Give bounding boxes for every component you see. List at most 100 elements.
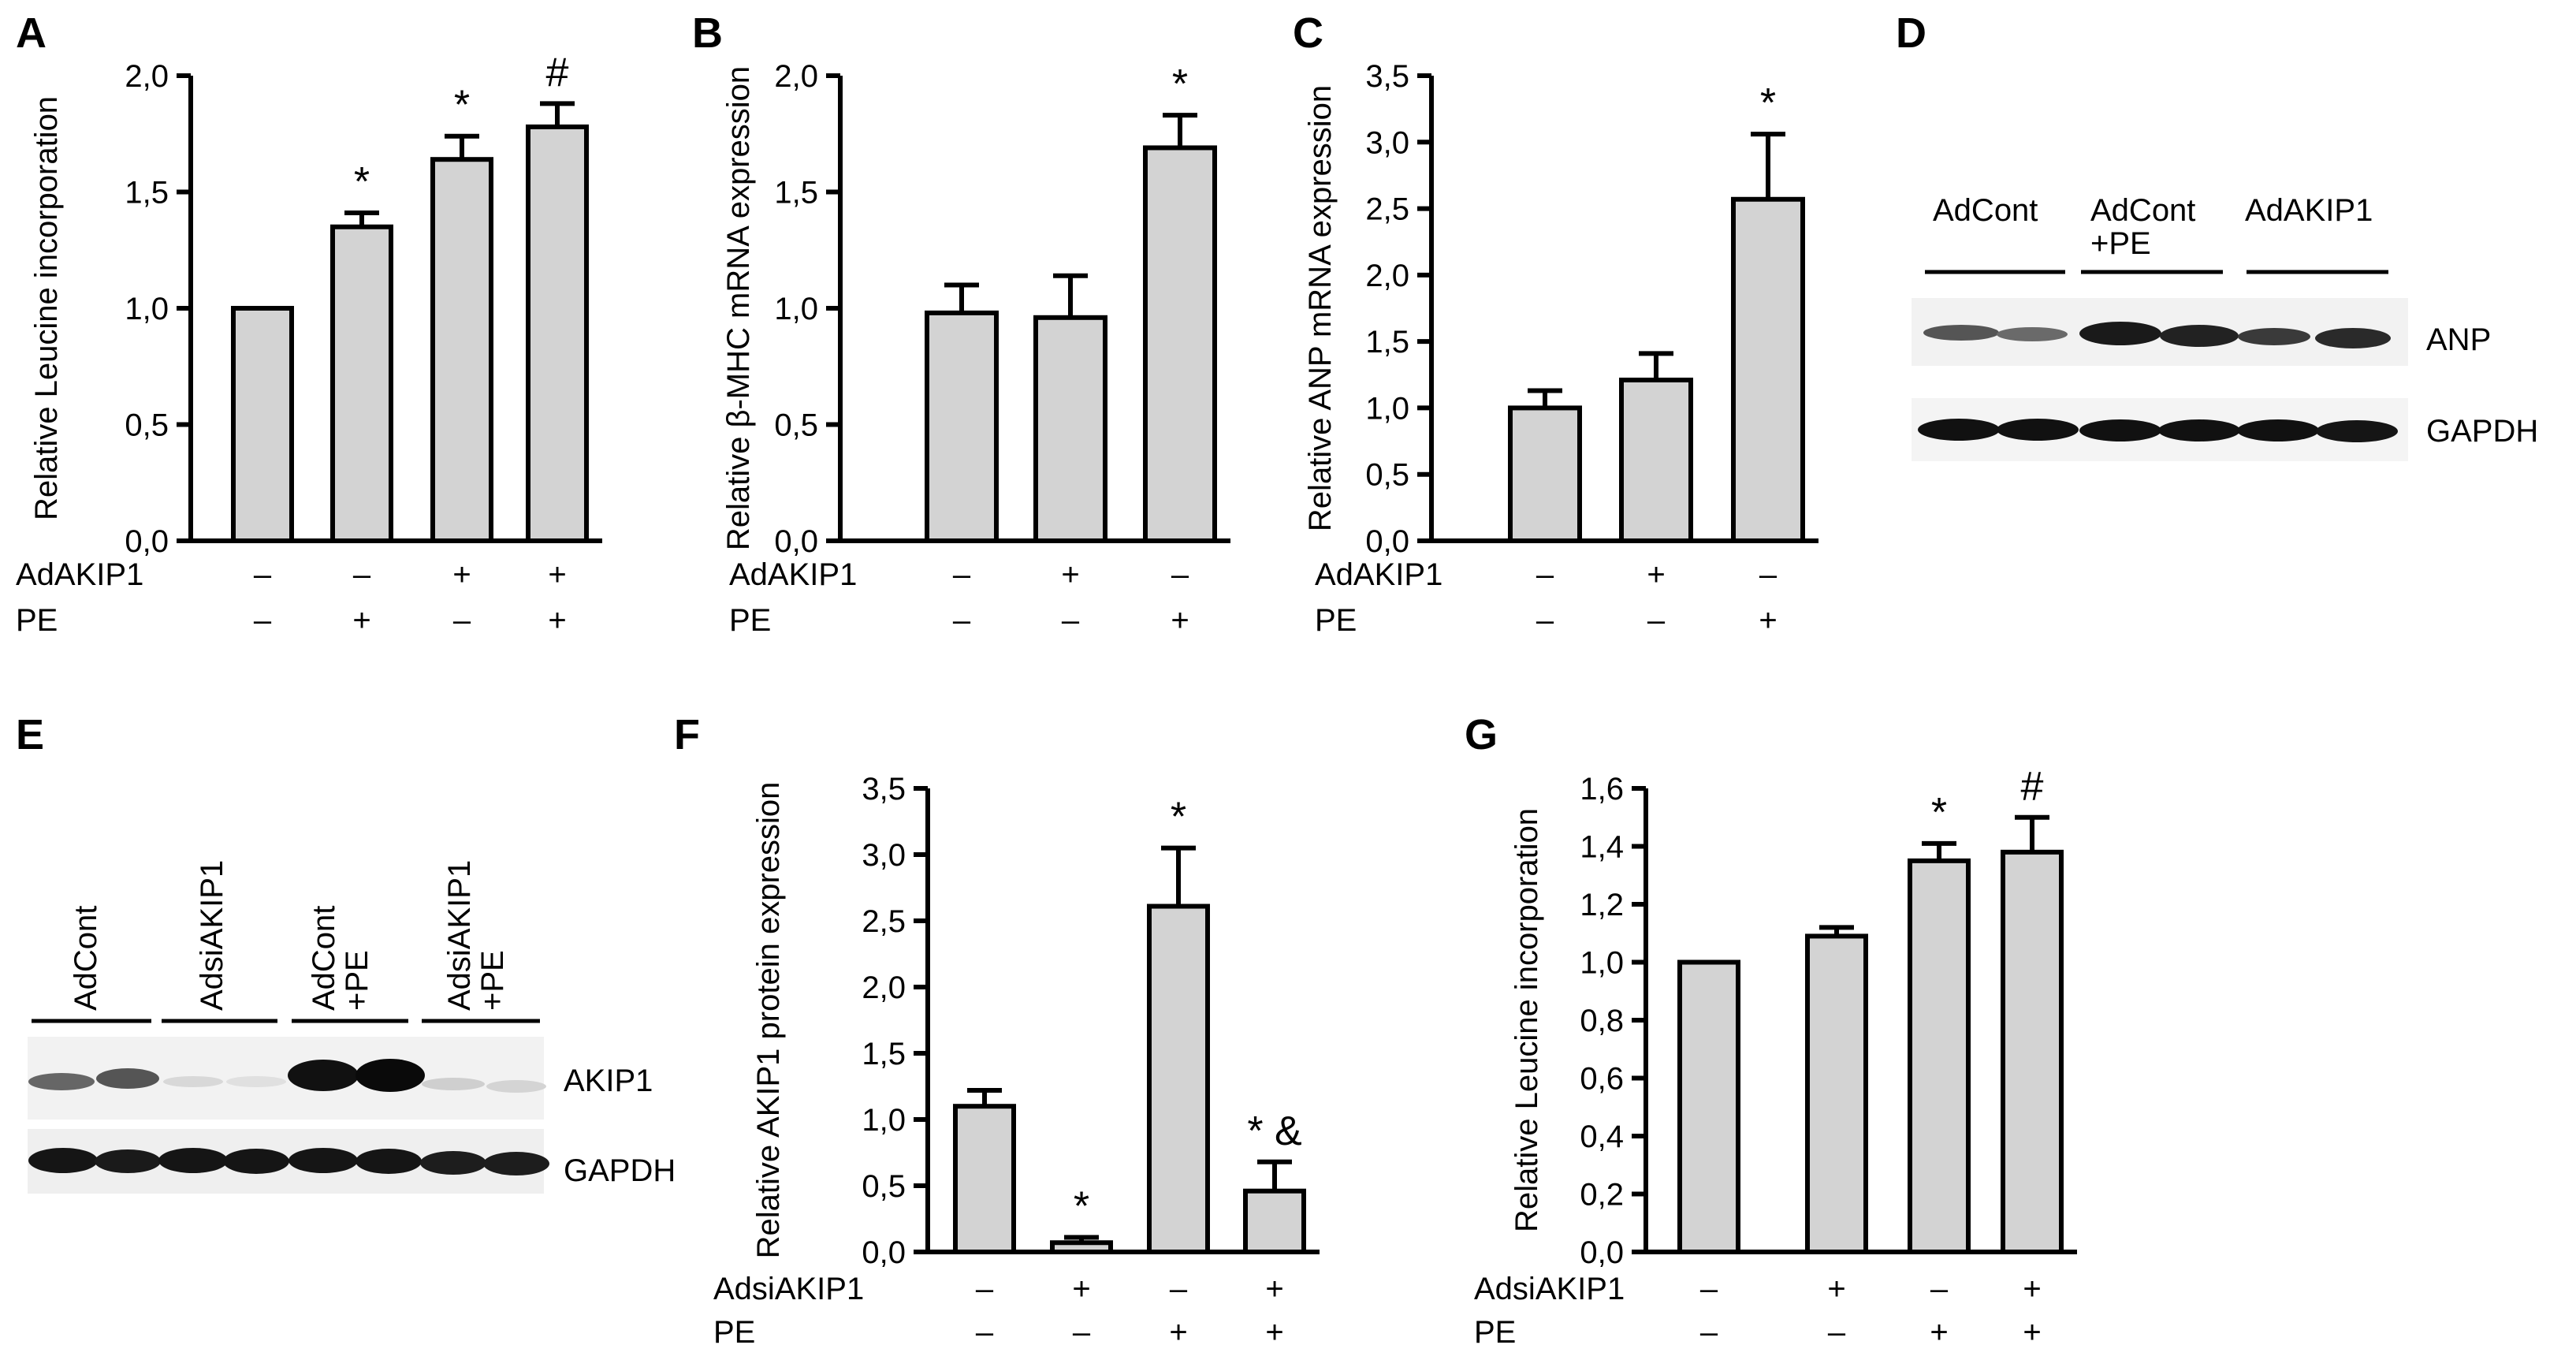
condition-label: PE bbox=[713, 1315, 755, 1350]
condition-sign: – bbox=[953, 603, 971, 638]
y-tick-label: 1,5 bbox=[1365, 325, 1409, 360]
western-blot-e: AdCont AdsiAKIP1 AdCont+PE AdsiAKIP1+PE … bbox=[28, 860, 676, 1194]
blot-e-group-label: AdCont+PE bbox=[307, 906, 374, 1011]
y-tick-label: 1,0 bbox=[1580, 946, 1624, 981]
blot-band bbox=[288, 1148, 358, 1173]
blot-band bbox=[420, 1151, 486, 1175]
y-axis-label: Relative ANP mRNA expression bbox=[1303, 85, 1338, 531]
y-tick-label: 0,5 bbox=[774, 408, 818, 443]
bar bbox=[1147, 903, 1210, 1255]
blot-band bbox=[226, 1076, 286, 1087]
condition-label: PE bbox=[729, 603, 771, 638]
blot-d-group-label: AdCont bbox=[1933, 193, 2038, 228]
condition-sign: + bbox=[1169, 1315, 1187, 1350]
bar bbox=[1677, 959, 1740, 1254]
condition-sign: + bbox=[2023, 1272, 2041, 1306]
blot-band bbox=[2237, 419, 2319, 441]
y-tick-label: 2,0 bbox=[774, 59, 818, 94]
y-axis-label: Relative β-MHC mRNA expression bbox=[721, 66, 756, 550]
chart-panel-c: 0,0 0,5 1,0 1,5 2,0 2,5 3,0 3,5 Relative ANP mRN… bbox=[1303, 59, 1818, 638]
blot-band bbox=[28, 1148, 98, 1173]
condition-sign: – bbox=[1171, 557, 1189, 592]
blot-e-group-label: AdsiAKIP1+PE bbox=[442, 860, 510, 1011]
bar bbox=[231, 306, 294, 543]
y-tick-label: 0,5 bbox=[1365, 458, 1409, 493]
blot-band bbox=[422, 1078, 485, 1090]
blot-band bbox=[2079, 419, 2161, 441]
condition-sign: – bbox=[976, 1272, 994, 1306]
panel-letter-e: E bbox=[16, 711, 44, 758]
bar bbox=[430, 157, 493, 543]
condition-sign: + bbox=[1930, 1315, 1948, 1350]
y-axis-label: Relative Leucine incorporation bbox=[29, 96, 64, 520]
significance-marker: * bbox=[454, 83, 470, 129]
y-axis-label: Relative AKIP1 protein expression bbox=[751, 782, 786, 1259]
condition-sign: – bbox=[1073, 1315, 1091, 1350]
significance-marker: * bbox=[1074, 1184, 1089, 1230]
blot-band bbox=[356, 1149, 422, 1174]
blot-d-group-label: AdCont +PE bbox=[2090, 193, 2195, 261]
blot-band bbox=[1997, 327, 2068, 341]
blot-band bbox=[95, 1149, 161, 1173]
condition-sign: + bbox=[548, 603, 566, 638]
condition-sign: + bbox=[2023, 1315, 2041, 1350]
condition-sign: – bbox=[254, 557, 272, 592]
blot-e-row-label-gapdh: GAPDH bbox=[564, 1153, 676, 1188]
significance-marker: * & bbox=[1247, 1108, 1301, 1154]
y-tick-label: 1,5 bbox=[125, 176, 169, 210]
significance-marker: * bbox=[354, 159, 370, 205]
bar bbox=[1508, 405, 1582, 544]
bar bbox=[1243, 1188, 1306, 1254]
condition-sign: – bbox=[1700, 1272, 1718, 1306]
blot-band bbox=[486, 1080, 546, 1093]
y-tick-label: 0,5 bbox=[125, 408, 169, 443]
bar bbox=[925, 310, 999, 543]
condition-sign: + bbox=[1647, 557, 1665, 592]
blot-band bbox=[2238, 328, 2310, 345]
y-tick-label: 1,0 bbox=[1365, 391, 1409, 426]
blot-band bbox=[2316, 420, 2398, 442]
panel-letter-f: F bbox=[674, 711, 700, 758]
condition-sign: + bbox=[1265, 1272, 1283, 1306]
condition-sign: – bbox=[1647, 603, 1666, 638]
condition-sign: – bbox=[453, 603, 471, 638]
condition-sign: + bbox=[352, 603, 370, 638]
condition-sign: – bbox=[1536, 557, 1554, 592]
blot-band bbox=[1918, 419, 2000, 441]
condition-label: AdsiAKIP1 bbox=[1474, 1272, 1625, 1306]
condition-sign: – bbox=[1700, 1315, 1718, 1350]
condition-sign: + bbox=[1759, 603, 1777, 638]
western-blot-d: AdCont AdCont +PE AdAKIP1 ANP GAPDH bbox=[1912, 193, 2538, 461]
condition-sign: – bbox=[1170, 1272, 1188, 1306]
y-tick-label: 1,5 bbox=[774, 176, 818, 210]
blot-band bbox=[288, 1060, 359, 1091]
y-tick-label: 2,0 bbox=[1365, 259, 1409, 293]
y-tick-label: 1,0 bbox=[125, 292, 169, 326]
condition-sign: + bbox=[1265, 1315, 1283, 1350]
blot-band bbox=[28, 1073, 95, 1090]
condition-sign: + bbox=[1072, 1272, 1090, 1306]
panel-letter-g: G bbox=[1465, 711, 1498, 758]
panel-letter-d: D bbox=[1896, 9, 1926, 57]
y-tick-label: 1,4 bbox=[1580, 830, 1624, 865]
condition-sign: + bbox=[548, 557, 566, 592]
condition-sign: – bbox=[953, 557, 971, 592]
y-tick-label: 0,2 bbox=[1580, 1178, 1624, 1213]
chart-panel-f: 0,0 0,5 1,0 1,5 2,0 2,5 3,0 3,5 Relative AKIP1 p… bbox=[713, 772, 1320, 1350]
panel-letter-c: C bbox=[1293, 9, 1323, 57]
y-tick-label: 0,0 bbox=[774, 524, 818, 559]
y-tick-label: 0,0 bbox=[862, 1235, 906, 1270]
condition-sign: – bbox=[1828, 1315, 1846, 1350]
condition-label: AdAKIP1 bbox=[1315, 557, 1442, 592]
chart-panel-g: 0,0 0,2 0,4 0,6 0,8 1,0 1,2 1,4 1,6 Relative Leuc… bbox=[1474, 764, 2077, 1350]
bar bbox=[2001, 849, 2064, 1254]
blot-band bbox=[2079, 322, 2161, 345]
y-tick-label: 1,2 bbox=[1580, 888, 1624, 922]
bar bbox=[1033, 315, 1107, 543]
significance-marker: * bbox=[1172, 61, 1188, 107]
condition-sign: + bbox=[1061, 557, 1079, 592]
blot-band bbox=[223, 1149, 289, 1174]
significance-marker: * bbox=[1760, 80, 1776, 126]
condition-sign: – bbox=[1536, 603, 1554, 638]
blot-band bbox=[483, 1152, 549, 1175]
